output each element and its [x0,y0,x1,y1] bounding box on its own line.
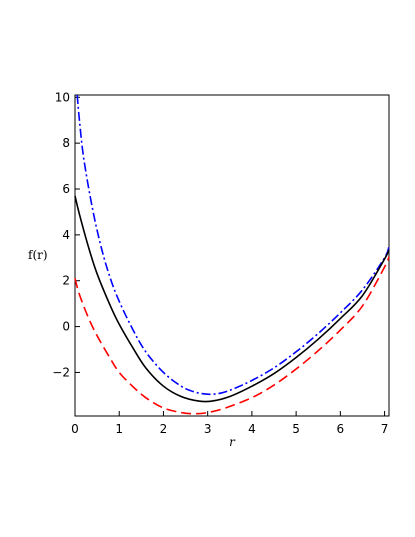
x-tick-label: 6 [337,422,345,436]
y-tick-label: 2 [62,274,70,288]
y-tick-label: −2 [52,365,70,379]
x-axis: 0 1 2 3 4 5 6 7 [71,411,388,436]
series-line-1 [76,94,390,396]
x-axis-label: r [229,435,236,449]
y-axis-label: f(r) [28,248,48,262]
y-axis: −2 0 2 4 6 8 10 [52,90,80,379]
plot-frame [74,94,390,417]
x-tick-label: 3 [204,422,212,436]
x-tick-label: 7 [381,422,389,436]
y-tick-label: 0 [62,320,70,334]
x-tick-label: 4 [248,422,256,436]
series-line-3 [74,256,390,415]
x-tick-label: 0 [71,422,79,436]
y-tick-label: 10 [55,90,70,104]
series-group [74,94,390,415]
series-line-2 [74,195,390,403]
x-tick-label: 5 [292,422,300,436]
x-tick-label: 1 [115,422,123,436]
y-tick-label: 8 [62,136,70,150]
x-tick-label: 2 [160,422,168,436]
y-tick-label: 4 [62,228,70,242]
y-tick-label: 6 [62,182,70,196]
